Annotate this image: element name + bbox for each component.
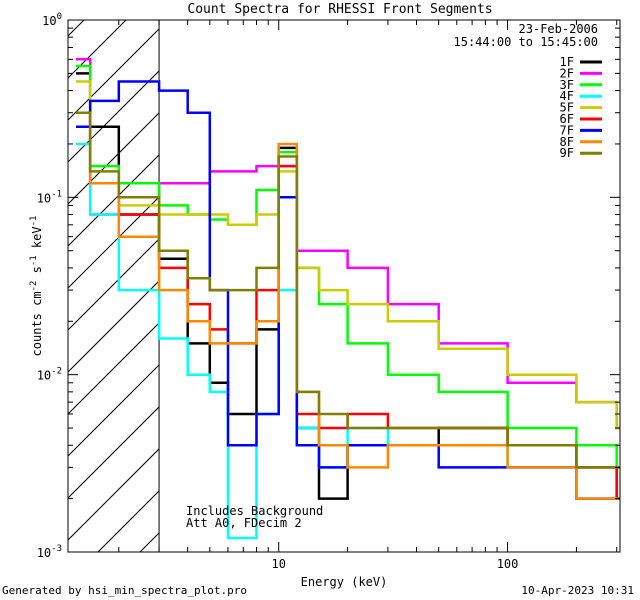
hatch-line: [0, 0, 88, 552]
hatch-line: [0, 0, 130, 552]
hatch-line: [68, 28, 160, 121]
annotation-background: Includes Background: [186, 504, 323, 518]
legend-label: 7F: [560, 123, 574, 137]
footer-generated: Generated by hsi_min_spectra_plot.pro: [2, 584, 248, 597]
legend-label: 5F: [560, 101, 574, 115]
x-tick-label: 10: [271, 557, 285, 571]
footer-timestamp: 10-Apr-2023 10:31: [521, 584, 634, 597]
hatch-line: [68, 70, 160, 163]
y-axis-label: counts cm-2 s-1 keV-1: [29, 216, 44, 357]
hatch-line: [68, 154, 160, 247]
series-line-9F: [76, 111, 620, 469]
date-label: 23-Feb-2006: [519, 22, 598, 36]
chart-title: Count Spectra for RHESSI Front Segments: [187, 2, 493, 17]
hatch-line: [68, 238, 160, 331]
legend-label: 6F: [560, 112, 574, 126]
hatch-line: [68, 20, 85, 37]
legend-label: 8F: [560, 135, 574, 149]
legend-label: 9F: [560, 146, 574, 160]
plot-frame: [67, 19, 621, 553]
legend-label: 1F: [560, 55, 574, 69]
hatch-line: [68, 20, 127, 79]
legend-label: 2F: [560, 66, 574, 80]
series-line-3F: [76, 64, 620, 469]
legend-label: 3F: [560, 78, 574, 92]
annotation-attenuator: Att A0, FDecim 2: [186, 516, 302, 530]
hatch-line: [68, 196, 160, 289]
y-tick-label: 10-3: [37, 544, 62, 560]
hatch-line: [68, 280, 160, 373]
legend-label: 4F: [560, 89, 574, 103]
y-tick-label: 10-2: [37, 367, 62, 383]
hatch-line: [266, 0, 640, 552]
hatch-line: [68, 364, 160, 457]
hatched-region: [0, 0, 640, 552]
series-line-7F: [76, 80, 620, 500]
hatch-line: [68, 322, 160, 415]
x-tick-label: 100: [497, 557, 519, 571]
hatch-line: [68, 112, 160, 205]
x-axis-label: Energy (keV): [301, 575, 388, 589]
time-range-label: 15:44:00 to 15:45:00: [454, 35, 599, 49]
y-tick-label: 10-1: [37, 189, 62, 205]
y-tick-label: 100: [42, 12, 62, 28]
hatch-line: [68, 406, 160, 499]
